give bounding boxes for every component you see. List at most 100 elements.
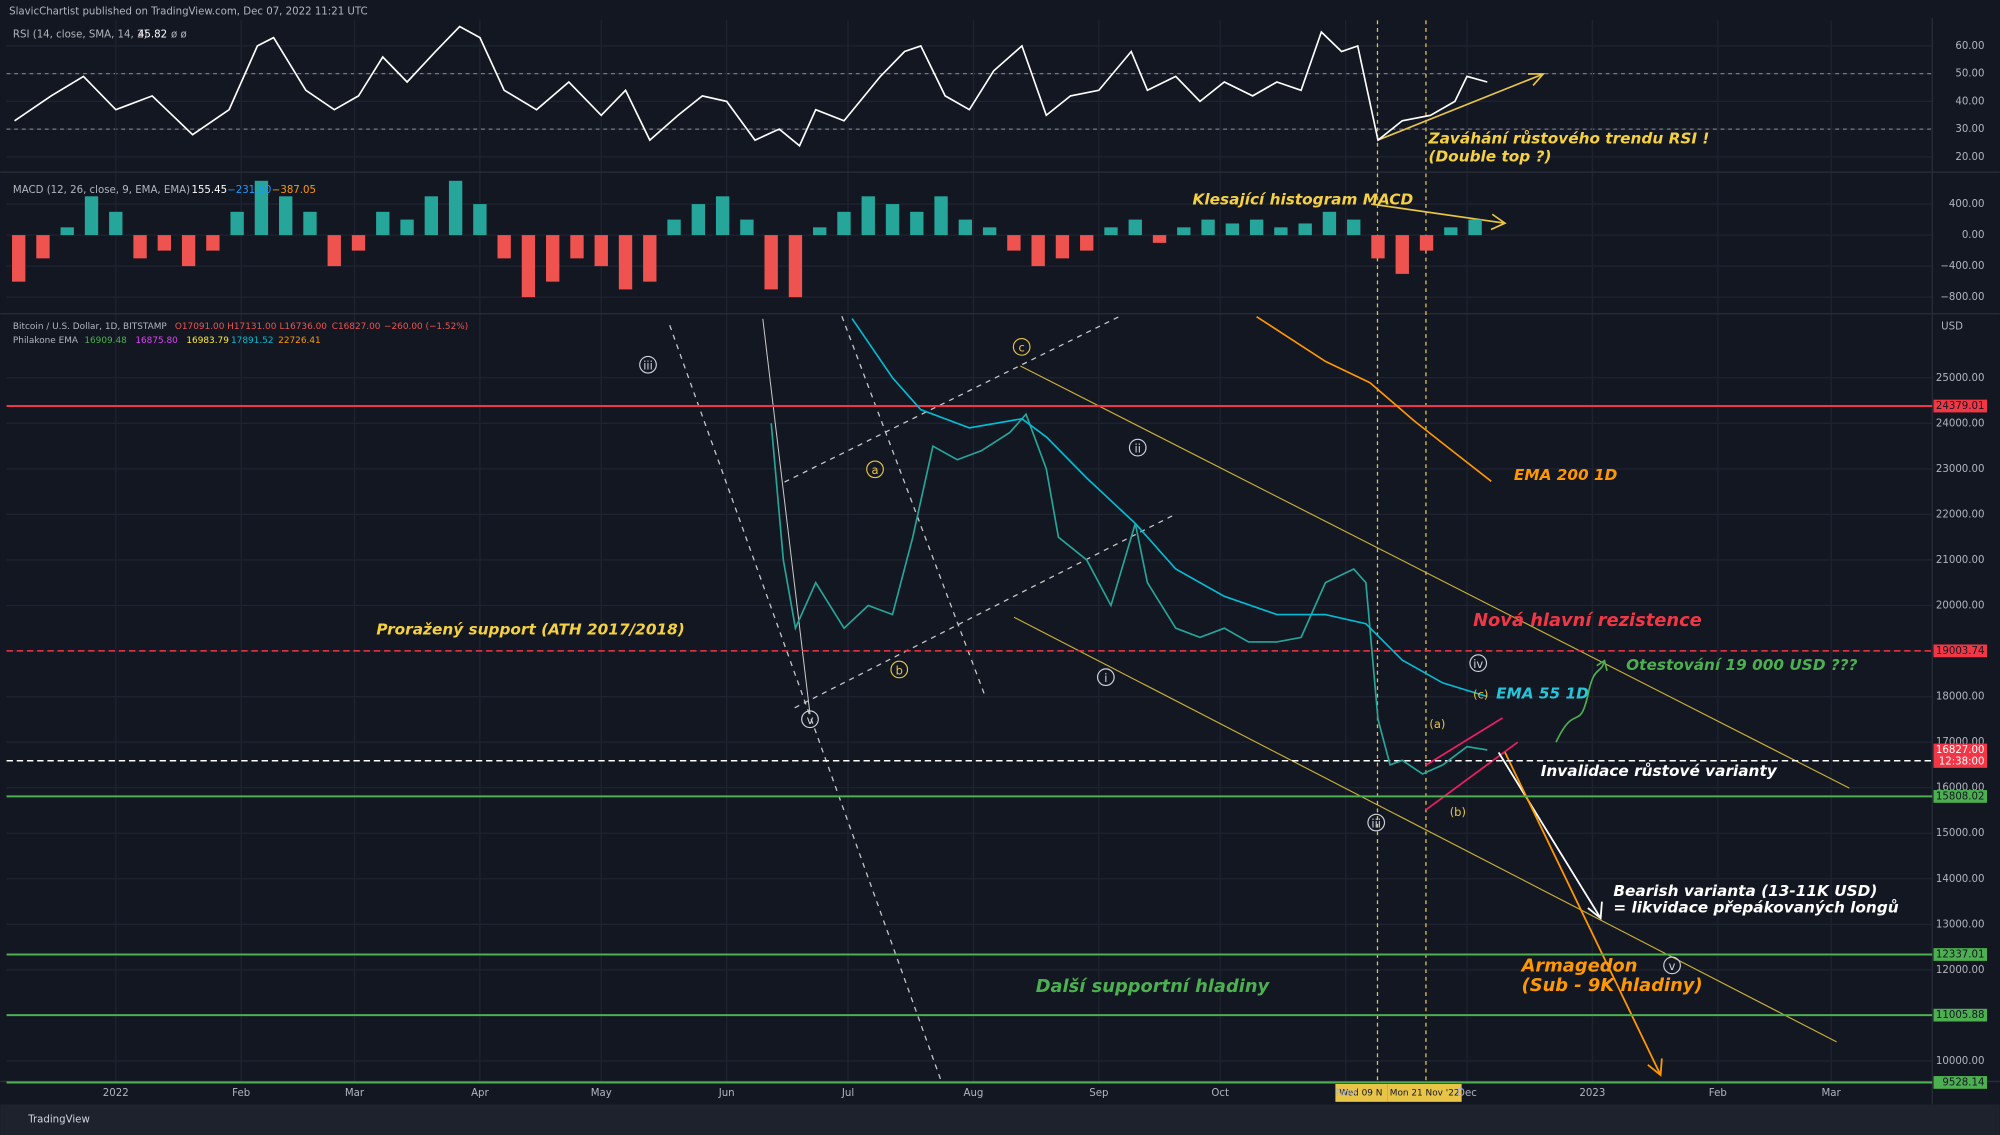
last-price-label: 16827.00 [1936,745,1985,756]
wave-label: (c) [1473,688,1488,702]
arrow-macd [1370,203,1507,231]
histogram-bar [1444,227,1458,236]
annotation: Další supportní hladiny [1036,976,1271,997]
histogram-bar [424,196,439,236]
histogram-bar [1007,235,1021,251]
histogram-bar [643,235,657,282]
histogram-bar [327,235,341,267]
annotation: (Double top ?) [1428,147,1551,165]
histogram-bar [1104,227,1118,236]
channel-line [1020,365,1850,789]
histogram-bar [1249,219,1264,236]
wave-label: (a) [1429,717,1445,731]
y-tick-label: 40.00 [1955,96,1984,107]
y-tick-label: 23000.00 [1936,464,1985,475]
level-label: 11005.88 [1936,1010,1985,1021]
x-tick-label: Aug [963,1088,983,1099]
x-tick-label: Sep [1089,1088,1108,1099]
histogram-bar [448,180,463,236]
price-legend: Bitcoin / U.S. Dollar, 1D, BITSTAMP [13,322,167,332]
countdown: 12:38:00 [1939,756,1985,767]
arrow-armageddon [1504,752,1663,1077]
x-tick-label: Mar [345,1088,365,1099]
histogram-bar [254,180,269,236]
annotation: Proražený support (ATH 2017/2018) [376,620,684,638]
x-tick-label: 2022 [103,1088,129,1099]
y-tick-label: 10000.00 [1936,1056,1985,1067]
annotation: Invalidace růstové varianty [1541,762,1778,780]
histogram-bar [1419,235,1434,251]
histogram-bar [667,219,681,236]
histogram-bar [1152,235,1167,243]
wave-label: ii [1135,441,1141,455]
histogram-bar [1080,235,1094,251]
level-tag [1933,399,1988,413]
histogram-bar [594,235,608,267]
macd-reading: −231.60 [227,185,271,196]
y-tick-label: 18000.00 [1936,692,1985,703]
y-tick-label: 24000.00 [1936,418,1985,429]
y-tick-label: −800.00 [1940,292,1984,303]
annotation: = likvidace přepákovaných longů [1613,899,1898,917]
histogram-bar [109,211,123,236]
ohlc: C16827.00 [332,322,381,332]
histogram-bar [84,196,99,236]
histogram-bar [376,211,390,236]
wave-label: v [807,713,814,727]
arrow-rsi [1377,73,1546,142]
y-tick-label: 25000.00 [1936,373,1985,384]
histogram-bar [303,211,317,236]
wave-line [762,318,811,715]
histogram-bar [788,235,803,298]
histogram-bar [618,235,633,290]
x-tick-label: Feb [232,1088,250,1099]
x-tick-label: Feb [1709,1088,1727,1099]
level-tag [1933,644,1988,658]
indicator-legend: Philakone EMA [13,336,79,346]
wave-label: (b) [1450,805,1466,819]
histogram-bar [36,235,50,259]
level-tag [1933,790,1988,803]
series-line [1256,315,1492,482]
histogram-bar [230,211,244,236]
data-layer [6,25,1933,1084]
histogram-bar [764,235,778,290]
wedge-line [1425,741,1519,811]
series-line [851,318,1488,698]
y-tick-label: 12000.00 [1936,965,1985,976]
indicator-value: 16983.79 [186,336,229,346]
histogram-bar [1371,235,1385,259]
series-line [14,25,1488,148]
wave-circles-yellow [866,338,1031,679]
publisher: SlavicChartist published on TradingView.… [9,6,368,17]
x-tick-label: Jun [718,1088,735,1099]
dashed-trend [784,314,1123,483]
y-tick-label: 20.00 [1955,152,1984,163]
histogram-bar [934,196,948,236]
histogram-bar [837,211,851,236]
price-axis [1932,0,2000,1105]
x-tick-label: Jul [841,1088,854,1099]
histogram-bar [473,204,487,236]
wave-label: i [1104,671,1107,685]
histogram-bar [958,219,973,236]
histogram-bar [982,227,997,236]
annotation: Bearish varianta (13-11K USD) [1613,882,1877,900]
histogram-bar [1128,219,1142,236]
annotation: Zaváhání růstového trendu RSI ! [1427,130,1709,148]
unit: USD [1941,321,1963,332]
rsi-legend: RSI (14, close, SMA, 14, 2) [13,29,148,40]
histogram-bar [157,235,172,251]
wave-label: a [872,463,879,477]
annotation: Nová hlavní rezistence [1473,610,1702,631]
histogram-bar [1395,235,1409,274]
histogram-bar [1055,235,1070,259]
histogram-bar [1322,211,1337,236]
ohlc: −260.00 (−1.52%) [384,322,468,332]
macd-reading: 155.45 [191,185,227,196]
histogram-bar [1274,227,1288,236]
wave-label: v [1669,959,1676,973]
histogram-bar [1347,219,1361,236]
